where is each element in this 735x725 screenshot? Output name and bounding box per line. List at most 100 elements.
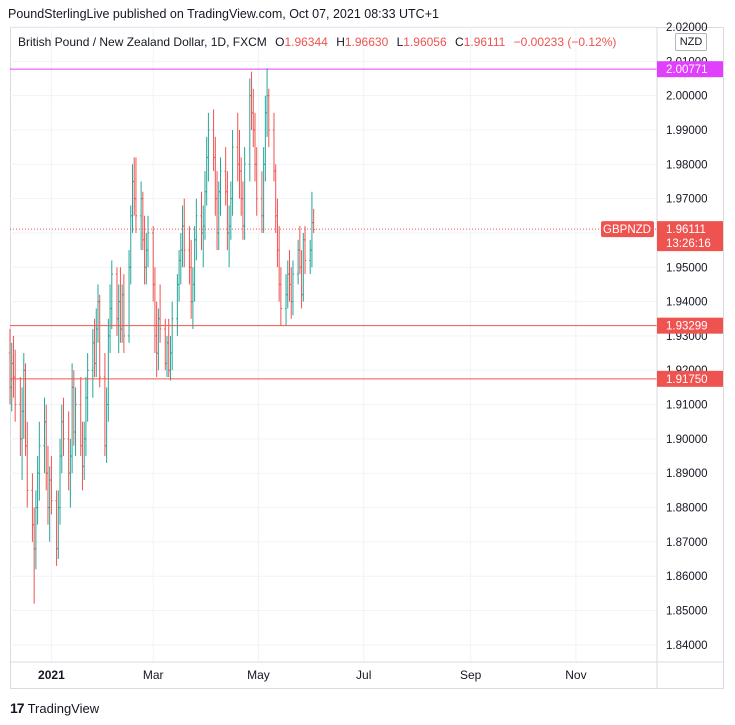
ohlc-bar: [110, 260, 113, 330]
ohlc-bar: [219, 157, 222, 216]
ohlc-bar: [176, 274, 179, 336]
ohlc-bar: [120, 284, 124, 343]
ohlc-bar: [24, 363, 27, 457]
ohlc-bar: [179, 232, 183, 285]
brand-name: TradingView: [27, 700, 100, 716]
y-tick-label: 1.94000: [666, 297, 708, 309]
ohlc-bar: [32, 507, 36, 604]
ohlc-bar: [26, 421, 29, 508]
ohlc-bar: [34, 490, 38, 570]
ohlc-bar: [22, 353, 26, 439]
ohlc-bar: [133, 157, 136, 216]
last-price-label: 1.96111: [666, 224, 706, 236]
ohlc-bar: [226, 171, 229, 251]
y-tick-label: 1.86000: [666, 571, 708, 583]
ohlc-bar: [250, 71, 253, 130]
ohlc-bar: [38, 421, 41, 501]
ohlc-bar: [82, 421, 86, 481]
ohlc-bar: [91, 329, 95, 398]
ohlc-bars: [8, 68, 315, 604]
ohlc-bar: [255, 147, 258, 216]
ohlc-bar: [300, 250, 303, 309]
grid: [10, 26, 657, 662]
last-price-tag: [657, 221, 723, 252]
ohlc-bar: [146, 215, 150, 268]
symbol-legend: British Pound / New Zealand Dollar, 1D, …: [18, 35, 616, 49]
ohlc-bar: [79, 377, 82, 457]
ohlc-bar: [165, 335, 169, 378]
x-tick-label: Nov: [565, 668, 586, 682]
y-tick-label: 1.89000: [666, 468, 708, 480]
price-axis: 1.84000 1.85000 1.86000 1.87000 1.88000 1.890…: [656, 22, 708, 689]
symbol-tag-label: GBPNZD: [603, 224, 651, 236]
ohlc-bar: [12, 335, 15, 398]
ohlc-bar: [67, 411, 70, 491]
ohlc-bar: [129, 205, 132, 285]
ohlc-bar: [205, 136, 208, 206]
ohlc-bar: [96, 284, 100, 343]
ohlc-bar: [189, 239, 193, 319]
legend-symbol: British Pound / New Zealand Dollar, 1D, …: [18, 35, 267, 49]
footer-brand: 17 TradingView: [10, 700, 99, 716]
x-tick-label: 2021: [38, 668, 65, 682]
ohlc-bar: [277, 226, 281, 302]
ohlc-bar: [98, 294, 101, 388]
ohlc-bar: [288, 250, 291, 302]
ohlc-bar: [122, 274, 126, 354]
ohlc-bar: [105, 387, 108, 463]
ohlc-bar: [50, 456, 53, 515]
ohlc-bar: [296, 239, 300, 285]
publisher-line: PoundSterlingLive published on TradingVi…: [8, 7, 439, 21]
symbol-tag: [601, 221, 654, 238]
ohlc-bar: [93, 318, 96, 378]
ohlc-bar: [239, 157, 243, 216]
ohlc-bar: [119, 267, 122, 343]
ohlc-bar: [284, 274, 288, 326]
ohlc-bar: [260, 171, 264, 233]
ohlc-bar: [224, 147, 227, 206]
horizontal-line-label: 1.91750: [666, 374, 708, 386]
ohlc-bar: [177, 250, 181, 302]
ohlc-bar: [13, 349, 17, 422]
ohlc-bar: [236, 112, 239, 182]
ohlc-bar: [164, 318, 167, 371]
ohlc-bar: [169, 335, 172, 381]
horizontal-line-tag: [657, 61, 723, 78]
ohlc-bar: [167, 318, 170, 378]
ohlc-bar: [141, 191, 145, 251]
ohlc-bar: [264, 95, 267, 182]
ohlc-bar: [72, 370, 76, 446]
y-tick-label: 1.90000: [666, 434, 708, 446]
ohlc-bar: [200, 191, 203, 251]
ohlc-bar: [181, 205, 184, 268]
ohlc-bar: [207, 112, 210, 182]
y-tick-label: 1.98000: [666, 159, 708, 171]
ohlc-bar: [70, 363, 74, 474]
horizontal-line-tag: [657, 370, 723, 387]
x-tick-label: Mar: [143, 668, 164, 682]
legend-close-label: C: [455, 35, 464, 49]
price-chart[interactable]: 1.84000 1.85000 1.86000 1.87000 1.88000 1.890…: [0, 0, 735, 690]
ohlc-bar: [86, 353, 89, 422]
ohlc-bar: [57, 490, 60, 560]
ohlc-bar: [155, 301, 158, 378]
legend-close: 1.96111: [463, 35, 506, 49]
ohlc-bar: [139, 181, 143, 251]
ohlc-bar: [95, 308, 98, 378]
currency-badge[interactable]: NZD: [675, 33, 707, 51]
y-tick-label: 1.97000: [666, 194, 708, 206]
ohlc-bar: [229, 181, 233, 240]
tradingview-logo-icon: 17: [10, 700, 25, 716]
y-tick-label: 1.95000: [666, 262, 708, 274]
ohlc-bar: [303, 226, 307, 275]
y-tick-label: 1.99000: [666, 125, 708, 137]
ohlc-bar: [243, 147, 246, 240]
horizontal-line-tag: [657, 317, 723, 334]
ohlc-bar: [262, 147, 265, 233]
ohlc-bar: [143, 215, 146, 285]
ohlc-bar: [36, 456, 39, 525]
ohlc-bar: [62, 397, 65, 457]
horizontal-lines: [10, 68, 657, 380]
ohlc-bar: [310, 191, 314, 268]
ohlc-bar: [45, 404, 48, 491]
